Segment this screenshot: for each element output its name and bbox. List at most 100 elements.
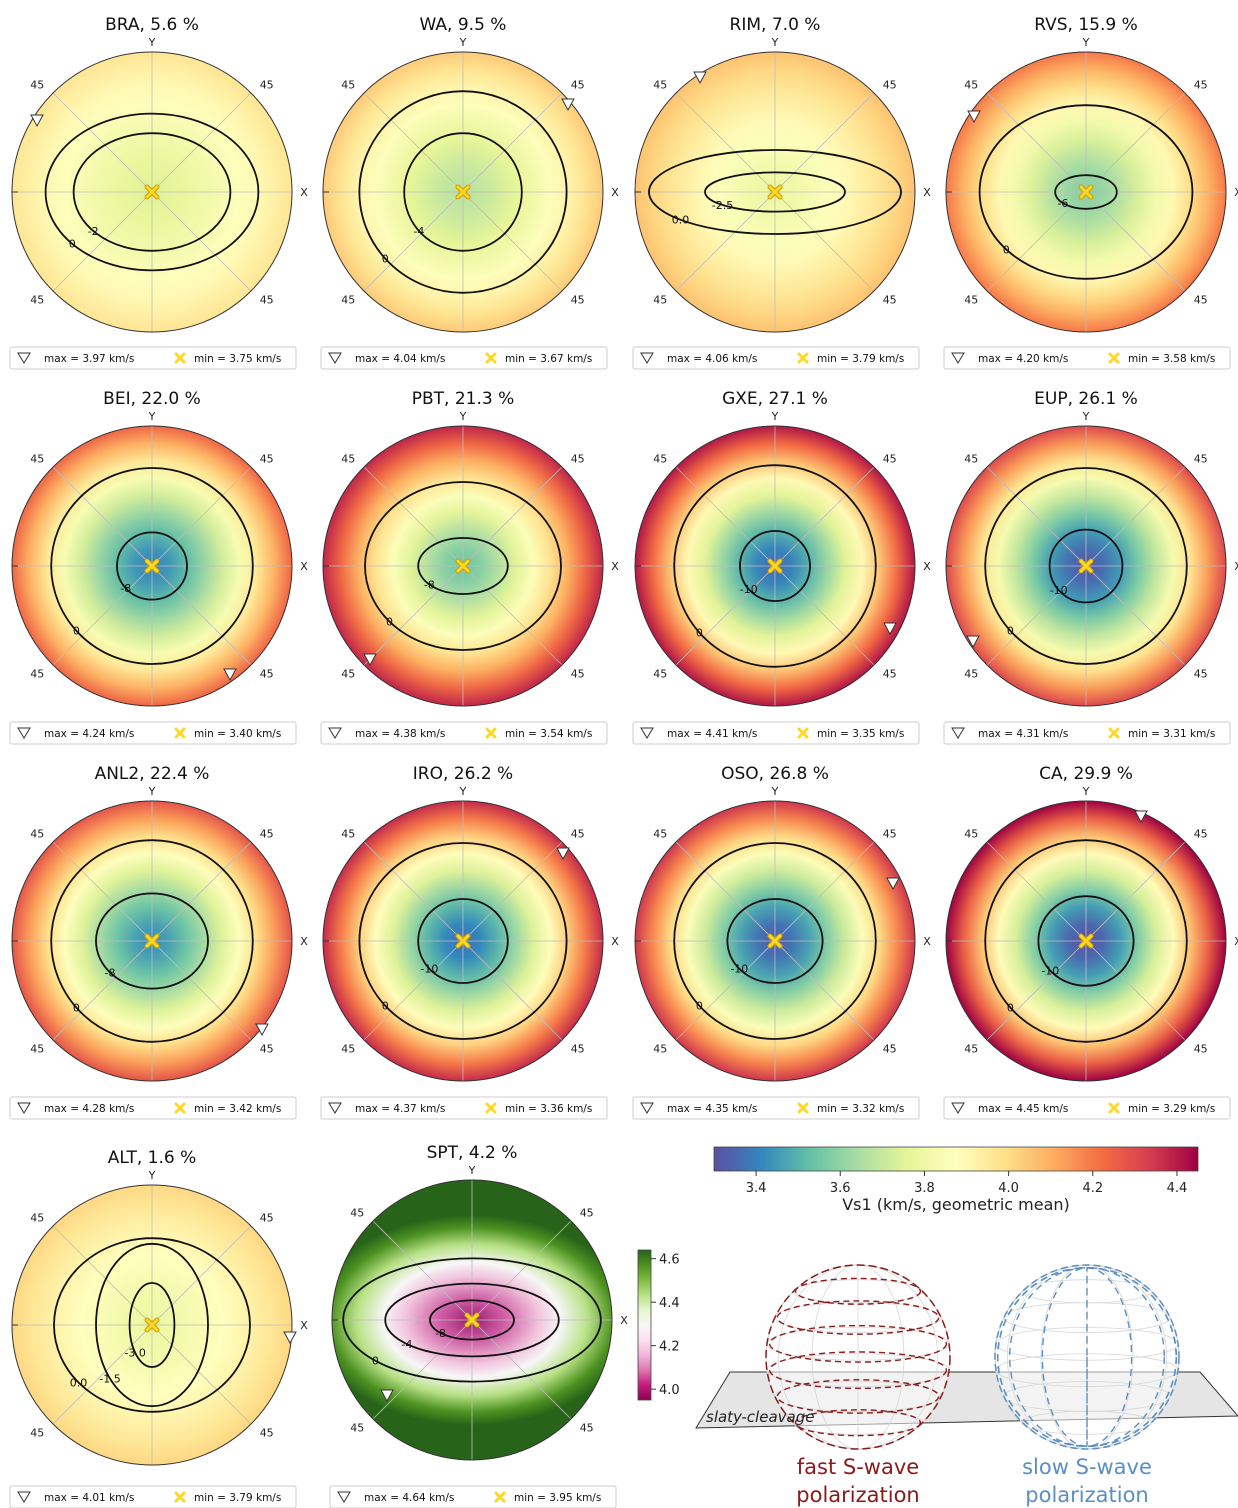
contour-label: -10 bbox=[730, 963, 748, 976]
legend-max-symbol bbox=[640, 352, 654, 364]
colorbar-tick-label: 3.4 bbox=[746, 1181, 767, 1196]
min-velocity-marker bbox=[455, 558, 471, 574]
pole-figure-rvs: RVS, 15.9 %0-6XY45454545max = 4.20 km/sm… bbox=[943, 15, 1238, 370]
fast-caption-line1: fast S-wave bbox=[797, 1455, 919, 1479]
panel-title: CA, 29.9 % bbox=[1039, 764, 1133, 784]
pole-figure-wa: WA, 9.5 % 0 -4 X Y 45 45 45 45 max = 4.04 km/s min… bbox=[320, 15, 619, 370]
inclination-label: 45 bbox=[571, 79, 585, 92]
contour-label: 0 bbox=[69, 238, 76, 251]
pole-figure-gxe: GXE, 27.1 % 0 -10 X Y 45 45 45 45 max = 4.41 km/s… bbox=[632, 389, 931, 745]
legend-max-symbol bbox=[17, 352, 31, 364]
contour-label: 0 bbox=[1003, 243, 1010, 256]
inclination-label: 45 bbox=[30, 1212, 44, 1225]
fast-sphere bbox=[765, 1264, 951, 1450]
legend-max-symbol bbox=[328, 1102, 342, 1114]
slow-sphere bbox=[994, 1264, 1180, 1450]
contour-label: 0 bbox=[372, 1355, 379, 1368]
x-axis-label: X bbox=[620, 1314, 628, 1327]
contour-line bbox=[72, 132, 232, 252]
legend-min-label: min = 3.31 km/s bbox=[1128, 728, 1215, 740]
inclination-label: 45 bbox=[260, 293, 274, 306]
contour-label: -2.5 bbox=[712, 199, 733, 212]
inclination-label: 45 bbox=[964, 1042, 978, 1055]
legend-min-label: min = 3.67 km/s bbox=[505, 353, 592, 365]
y-axis-label: Y bbox=[771, 410, 779, 423]
panel-title: OSO, 26.8 % bbox=[721, 764, 829, 784]
legend-max-symbol bbox=[640, 727, 654, 739]
contour-label: -8 bbox=[120, 582, 131, 595]
inclination-label: 45 bbox=[653, 453, 667, 466]
inclination-label: 45 bbox=[30, 828, 44, 841]
panel-title: IRO, 26.2 % bbox=[413, 764, 513, 784]
contour-line bbox=[342, 1257, 602, 1383]
inclination-label: 45 bbox=[341, 293, 355, 306]
inclination-label: 45 bbox=[653, 1042, 667, 1055]
legend-max-symbol bbox=[337, 1491, 351, 1503]
y-axis-label: Y bbox=[771, 785, 779, 798]
contour-label: -6 bbox=[1057, 197, 1068, 210]
inclination-label: 45 bbox=[260, 828, 274, 841]
inclination-label: 45 bbox=[653, 79, 667, 92]
panel-title: ANL2, 22.4 % bbox=[95, 764, 210, 784]
inclination-label: 45 bbox=[964, 828, 978, 841]
legend-box: max = 4.35 km/s min = 3.32 km/s bbox=[632, 1096, 920, 1120]
legend-min-label: min = 3.40 km/s bbox=[194, 728, 281, 740]
legend-box: max = 3.97 km/s min = 3.75 km/s bbox=[9, 346, 297, 370]
pole-figure-anl2: ANL2, 22.4 % 0 -8 X Y 45 45 45 45 max = 4.28 km/s… bbox=[9, 764, 308, 1120]
pole-figure-grid: BRA, 5.6 % 0 -2 X Y 45 45 45 45 max = 3.97 km/s mi… bbox=[9, 15, 1238, 1508]
legend-box: max = 4.28 km/s min = 3.42 km/s bbox=[9, 1096, 297, 1120]
legend-max-symbol bbox=[951, 727, 965, 739]
contour-line bbox=[984, 839, 1188, 1043]
min-velocity-marker bbox=[464, 1312, 480, 1328]
legend-min-label: min = 3.75 km/s bbox=[194, 353, 281, 365]
y-axis-label: Y bbox=[148, 785, 156, 798]
legend-max-label: max = 4.45 km/s bbox=[978, 1103, 1068, 1115]
contour-label: -8 bbox=[435, 1327, 446, 1340]
contour-line bbox=[50, 839, 254, 1043]
polarization-illustration: slaty-cleavage fast S-wave polarization … bbox=[695, 1264, 1238, 1507]
contour-line bbox=[403, 132, 523, 252]
y-axis-label: Y bbox=[1082, 36, 1090, 49]
contour-line bbox=[673, 464, 877, 668]
inclination-label: 45 bbox=[30, 1426, 44, 1439]
max-velocity-marker bbox=[883, 622, 897, 636]
panel-title: PBT, 21.3 % bbox=[412, 389, 515, 409]
y-axis-label: Y bbox=[459, 36, 467, 49]
legend-min-label: min = 3.32 km/s bbox=[817, 1103, 904, 1115]
y-axis-label: Y bbox=[1082, 410, 1090, 423]
max-velocity-marker bbox=[556, 847, 570, 861]
legend-min-label: min = 3.58 km/s bbox=[1128, 353, 1215, 365]
inclination-label: 45 bbox=[341, 453, 355, 466]
pole-figure-spt: SPT, 4.2 % 0 -4 -8 X Y 45 45 45 45 max = 4.64 km/s… bbox=[329, 1143, 628, 1508]
inclination-label: 45 bbox=[883, 667, 897, 680]
fast-caption-line2: polarization bbox=[796, 1483, 919, 1507]
contour-label: -1.5 bbox=[99, 1373, 120, 1386]
inclination-label: 45 bbox=[653, 293, 667, 306]
legend-min-label: min = 3.29 km/s bbox=[1128, 1103, 1215, 1115]
min-velocity-marker bbox=[455, 933, 471, 949]
inclination-label: 45 bbox=[653, 667, 667, 680]
panel-title: ALT, 1.6 % bbox=[108, 1148, 197, 1168]
colorbar-tick-label: 3.6 bbox=[830, 1181, 851, 1196]
inclination-label: 45 bbox=[30, 667, 44, 680]
contour-line bbox=[1054, 174, 1118, 210]
panel-title: BRA, 5.6 % bbox=[105, 15, 199, 35]
spt-colorbar-gradient bbox=[637, 1249, 652, 1401]
contour-line bbox=[984, 467, 1188, 665]
spt-colorbar-tick-label: 4.6 bbox=[659, 1253, 680, 1268]
max-velocity-marker bbox=[283, 1331, 297, 1345]
y-axis-label: Y bbox=[771, 36, 779, 49]
x-axis-label: X bbox=[611, 560, 619, 573]
panel-title: WA, 9.5 % bbox=[420, 15, 507, 35]
inclination-label: 45 bbox=[580, 1207, 594, 1220]
inclination-label: 45 bbox=[1194, 79, 1208, 92]
x-axis-label: X bbox=[923, 560, 931, 573]
contour-line bbox=[95, 1242, 209, 1408]
spt-colorbar-tick-label: 4.4 bbox=[659, 1296, 680, 1311]
contour-label: 0 bbox=[696, 627, 703, 640]
legend-min-label: min = 3.54 km/s bbox=[505, 728, 592, 740]
x-axis-label: X bbox=[300, 1319, 308, 1332]
min-velocity-marker bbox=[1078, 933, 1094, 949]
